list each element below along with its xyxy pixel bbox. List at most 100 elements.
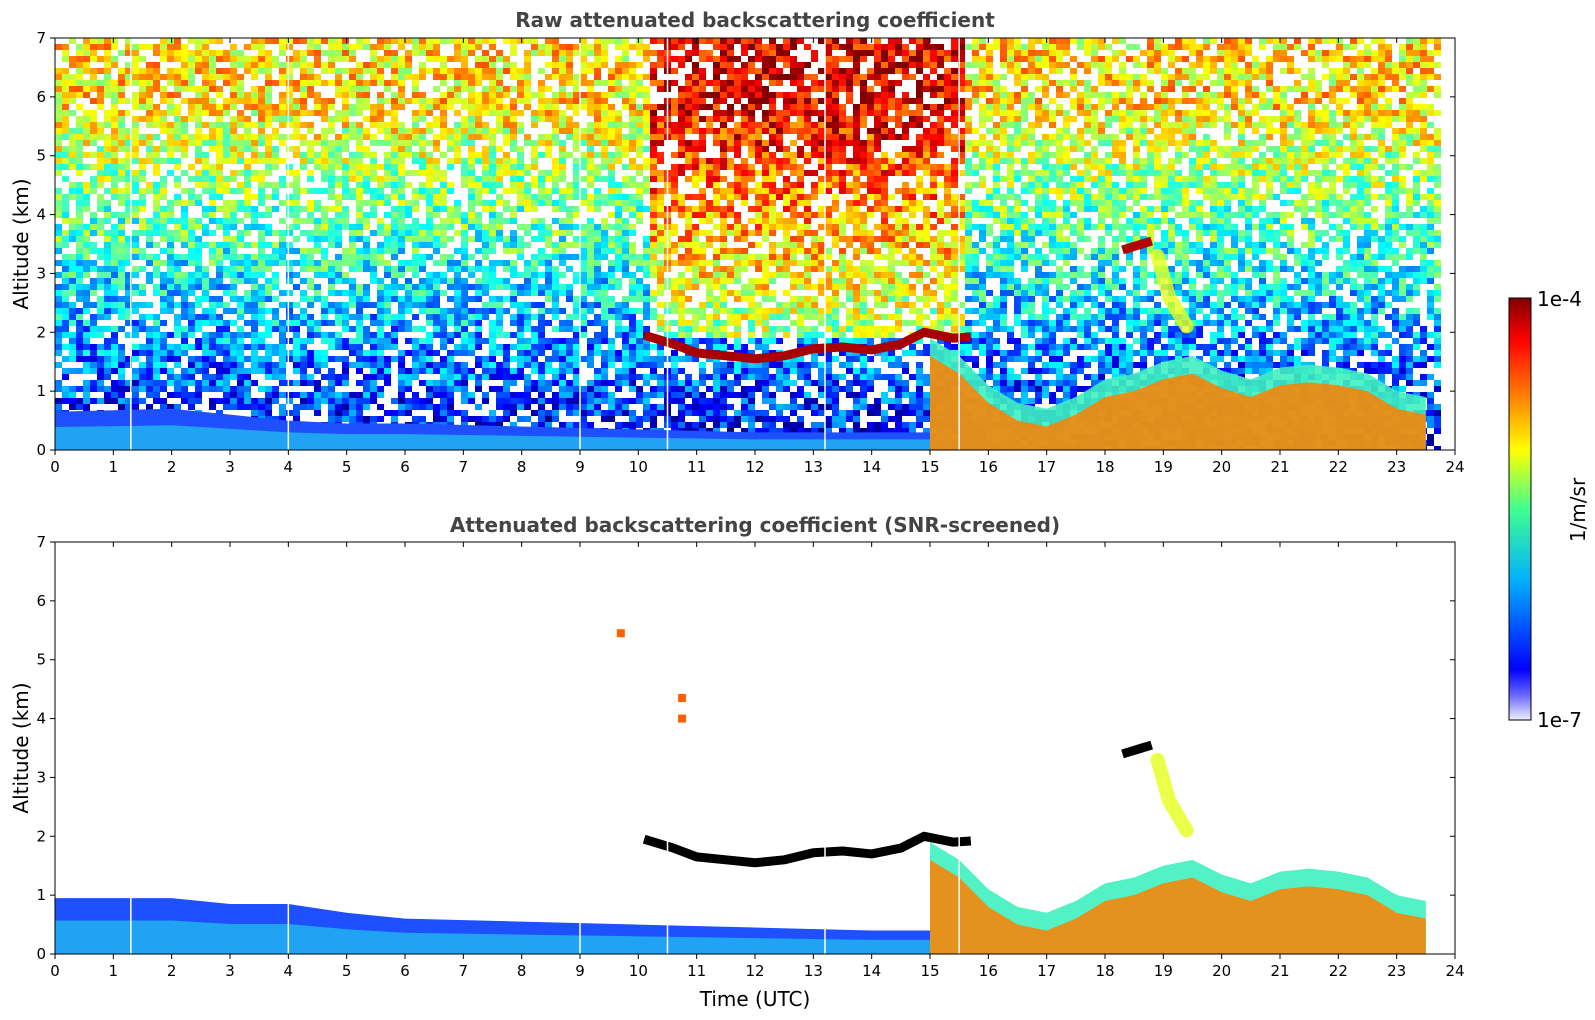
noise-cell: [258, 140, 265, 146]
noise-cell: [601, 290, 608, 296]
noise-cell: [132, 380, 139, 386]
noise-cell: [363, 392, 370, 398]
noise-cell: [573, 326, 580, 332]
noise-cell: [244, 134, 251, 140]
noise-cell: [566, 212, 573, 218]
noise-cell: [454, 122, 461, 128]
noise-cell: [335, 278, 342, 284]
noise-cell: [202, 332, 209, 338]
noise-cell: [139, 284, 146, 290]
noise-cell: [244, 158, 251, 164]
noise-cell: [307, 38, 314, 44]
noise-cell: [398, 248, 405, 254]
noise-cell: [426, 380, 433, 386]
noise-cell: [230, 398, 237, 404]
noise-cell: [720, 188, 727, 194]
noise-cell: [503, 380, 510, 386]
noise-cell: [195, 296, 202, 302]
noise-cell: [692, 404, 699, 410]
noise-cell: [587, 98, 594, 104]
noise-cell: [524, 182, 531, 188]
noise-cell: [230, 404, 237, 410]
noise-cell: [146, 68, 153, 74]
noise-cell: [104, 164, 111, 170]
noise-cell: [706, 320, 713, 326]
noise-cell: [391, 128, 398, 134]
noise-cell: [580, 80, 587, 86]
noise-cell: [195, 302, 202, 308]
noise-cell: [97, 266, 104, 272]
noise-cell: [314, 134, 321, 140]
noise-cell: [643, 74, 650, 80]
noise-cell: [125, 158, 132, 164]
noise-cell: [328, 104, 335, 110]
noise-cell: [314, 200, 321, 206]
noise-cell: [678, 152, 685, 158]
noise-cell: [573, 74, 580, 80]
noise-cell: [552, 206, 559, 212]
noise-cell: [230, 254, 237, 260]
noise-cell: [132, 206, 139, 212]
noise-cell: [300, 296, 307, 302]
noise-cell: [328, 290, 335, 296]
noise-cell: [601, 218, 608, 224]
noise-cell: [62, 158, 69, 164]
noise-cell: [636, 62, 643, 68]
noise-cell: [622, 92, 629, 98]
noise-cell: [447, 164, 454, 170]
noise-cell: [125, 170, 132, 176]
noise-cell: [363, 68, 370, 74]
noise-cell: [97, 332, 104, 338]
noise-cell: [174, 218, 181, 224]
noise-cell: [321, 218, 328, 224]
noise-cell: [426, 350, 433, 356]
noise-cell: [272, 194, 279, 200]
noise-cell: [55, 122, 62, 128]
noise-cell: [125, 254, 132, 260]
noise-cell: [657, 278, 664, 284]
noise-cell: [433, 380, 440, 386]
noise-cell: [251, 140, 258, 146]
noise-cell: [720, 236, 727, 242]
noise-cell: [699, 86, 706, 92]
noise-cell: [419, 380, 426, 386]
noise-cell: [685, 374, 692, 380]
noise-cell: [258, 86, 265, 92]
noise-cell: [650, 218, 657, 224]
noise-cell: [398, 92, 405, 98]
noise-cell: [132, 68, 139, 74]
noise-cell: [139, 398, 146, 404]
noise-cell: [608, 266, 615, 272]
noise-cell: [160, 320, 167, 326]
noise-cell: [657, 200, 664, 206]
noise-cell: [230, 200, 237, 206]
noise-cell: [342, 392, 349, 398]
noise-cell: [174, 332, 181, 338]
noise-cell: [489, 308, 496, 314]
noise-cell: [461, 224, 468, 230]
noise-cell: [489, 44, 496, 50]
noise-cell: [601, 38, 608, 44]
noise-cell: [97, 230, 104, 236]
noise-cell: [300, 38, 307, 44]
noise-cell: [307, 392, 314, 398]
noise-cell: [321, 266, 328, 272]
noise-cell: [713, 326, 720, 332]
noise-cell: [615, 224, 622, 230]
noise-cell: [671, 206, 678, 212]
noise-cell: [622, 176, 629, 182]
noise-cell: [552, 410, 559, 416]
noise-cell: [153, 50, 160, 56]
noise-cell: [118, 212, 125, 218]
noise-cell: [510, 242, 517, 248]
noise-cell: [90, 116, 97, 122]
noise-cell: [566, 218, 573, 224]
noise-cell: [132, 176, 139, 182]
noise-cell: [83, 380, 90, 386]
noise-cell: [132, 356, 139, 362]
noise-cell: [174, 122, 181, 128]
noise-cell: [188, 290, 195, 296]
noise-cell: [580, 320, 587, 326]
noise-cell: [286, 242, 293, 248]
noise-cell: [657, 344, 664, 350]
